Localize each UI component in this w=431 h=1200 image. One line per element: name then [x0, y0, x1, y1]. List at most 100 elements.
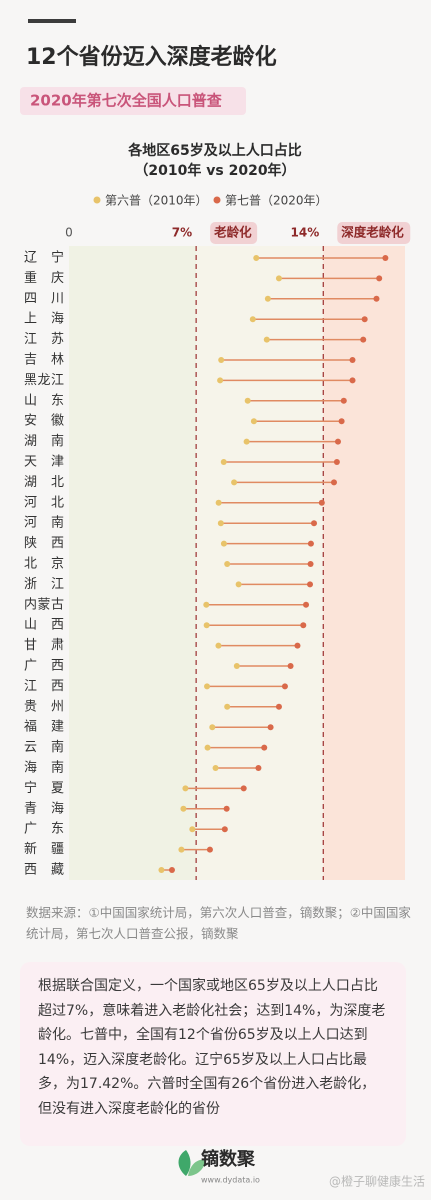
- dot: [220, 459, 227, 465]
- dot: [360, 336, 367, 343]
- y-tick-label: 吉林: [24, 353, 64, 368]
- dot: [382, 255, 389, 261]
- dot: [204, 744, 211, 751]
- x-tick-label: 0: [65, 226, 73, 240]
- y-tick-label: 浙江: [24, 577, 64, 592]
- dot: [224, 703, 231, 710]
- dot: [376, 275, 383, 282]
- dot: [318, 499, 325, 506]
- logo: [178, 1150, 206, 1176]
- y-tick-label: 青海: [24, 801, 64, 816]
- dot: [158, 867, 165, 873]
- dot: [275, 275, 282, 282]
- dot: [349, 357, 356, 363]
- dot: [217, 377, 224, 384]
- y-tick-label: 江西: [24, 679, 64, 694]
- dot: [182, 785, 189, 792]
- brand-url: www.dydata.io: [201, 1176, 260, 1185]
- y-tick-label: 福建: [24, 720, 64, 735]
- dot: [180, 805, 187, 812]
- x-tick-label: 7%: [172, 226, 192, 240]
- dot: [267, 724, 274, 731]
- y-tick-label: 安徽: [24, 414, 64, 429]
- y-tick-label: 四川: [24, 291, 64, 306]
- subtitle: 2020年第七次全国人口普查: [30, 92, 223, 110]
- dot: [264, 295, 271, 302]
- logo-leaf: [178, 1150, 191, 1176]
- dot: [287, 663, 294, 669]
- y-tick-label: 广西: [24, 659, 64, 674]
- annotation-bg: [210, 222, 258, 244]
- x-tick-label: 14%: [291, 226, 320, 240]
- dot: [307, 540, 314, 547]
- y-tick-label: 西藏: [24, 863, 64, 878]
- y-tick-label: 重庆: [24, 270, 64, 286]
- dot: [373, 295, 380, 302]
- dot: [307, 561, 314, 567]
- y-tick-label: 黑龙江: [24, 373, 64, 388]
- y-tick-label: 宁夏: [24, 780, 64, 796]
- y-tick-label: 广东: [24, 822, 64, 837]
- dot: [209, 724, 216, 731]
- annotation-bg: [337, 222, 411, 244]
- zone: [196, 246, 324, 880]
- top-bar: [28, 19, 76, 23]
- subtitle-bg: [20, 87, 246, 115]
- dot: [244, 397, 251, 404]
- watermark: @橙子聊健康生活: [329, 1174, 425, 1189]
- brand: 镝数聚: [201, 1148, 256, 1170]
- zone: [323, 246, 405, 880]
- source-note: 数据来源：①中国国家统计局，第六次人口普查，镝数聚；②中国国家统计局，第七次人口…: [26, 905, 411, 941]
- zone: [69, 246, 197, 880]
- legend-swatch: [213, 196, 221, 204]
- logo-leaf: [188, 1159, 206, 1176]
- y-tick-label: 云南: [24, 739, 64, 755]
- y-tick-label: 北京: [24, 557, 64, 572]
- description: 根据联合国定义，一个国家或地区65岁及以上人口占比超过7%，意味着进入老龄化社会…: [20, 962, 406, 1146]
- dot: [333, 459, 340, 465]
- dot: [233, 663, 240, 669]
- dot: [340, 397, 347, 404]
- dot: [168, 867, 175, 873]
- title: 12个省份迈入深度老龄化: [26, 44, 277, 70]
- dot: [235, 581, 242, 588]
- dot: [178, 846, 185, 853]
- dot: [240, 785, 247, 792]
- dot: [330, 479, 337, 486]
- annotation: 老龄化: [213, 225, 252, 240]
- y-tick-label: 甘肃: [24, 638, 64, 653]
- dot: [255, 765, 262, 771]
- dot: [253, 255, 260, 261]
- y-tick-label: 天津: [24, 455, 64, 470]
- legend-label: 第七普（2020年）: [225, 194, 328, 208]
- dot: [203, 622, 210, 629]
- dot: [189, 826, 196, 833]
- y-tick-label: 山西: [24, 618, 64, 633]
- dot: [303, 601, 310, 608]
- dot: [281, 683, 288, 690]
- y-tick-label: 河南: [24, 515, 64, 531]
- dot: [224, 561, 231, 567]
- dot: [249, 316, 256, 323]
- dot: [349, 377, 356, 384]
- dot: [311, 520, 318, 527]
- y-tick-label: 新疆: [24, 841, 64, 857]
- dot: [206, 846, 213, 853]
- y-tick-label: 内蒙古: [24, 596, 64, 612]
- dot: [203, 601, 210, 608]
- dot: [221, 826, 228, 833]
- chart-subtitle: （2010年 vs 2020年）: [134, 162, 295, 179]
- y-tick-label: 湖南: [24, 433, 64, 449]
- dot: [307, 581, 314, 588]
- y-tick-label: 上海: [24, 312, 64, 327]
- chart-title: 各地区65岁及以上人口占比: [127, 142, 301, 159]
- dot: [250, 418, 257, 425]
- dot: [218, 357, 225, 363]
- dot: [294, 642, 301, 649]
- dot: [338, 418, 345, 425]
- y-tick-label: 陕西: [24, 536, 64, 551]
- dot: [217, 520, 224, 527]
- y-tick-label: 海南: [24, 760, 64, 776]
